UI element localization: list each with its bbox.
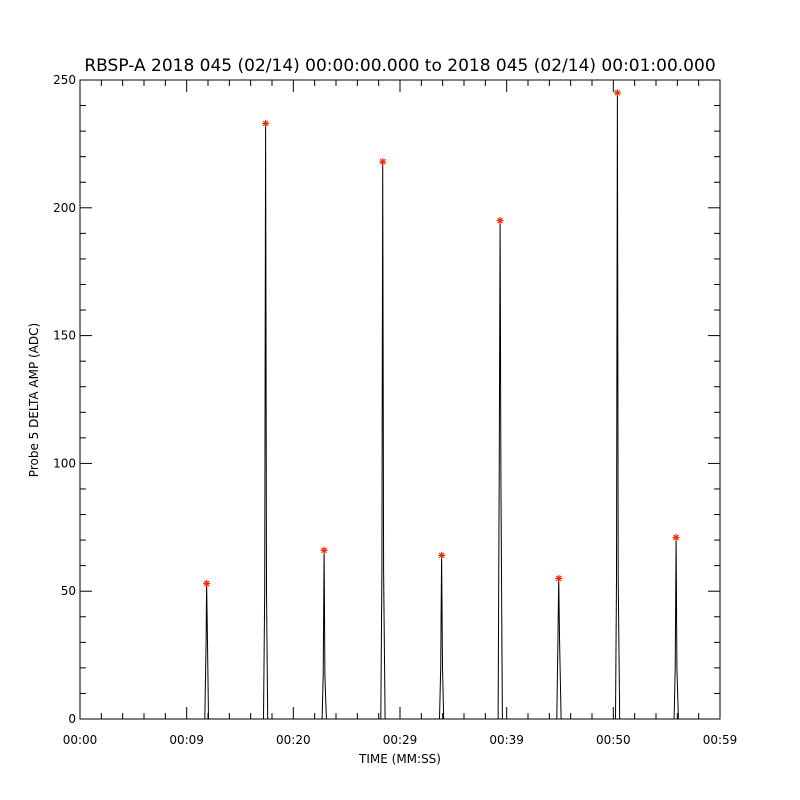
peak-marker [203, 580, 211, 588]
y-tick-label: 150 [53, 329, 76, 343]
peak-marker [262, 119, 270, 127]
y-tick-label: 0 [68, 712, 76, 726]
y-tick-label: 250 [53, 73, 76, 87]
x-tick-label: 00:20 [276, 733, 311, 747]
x-tick-label: 00:09 [169, 733, 204, 747]
chart-title: RBSP-A 2018 045 (02/14) 00:00:00.000 to … [84, 56, 715, 76]
peak-marker [438, 551, 446, 559]
y-tick-label: 200 [53, 201, 76, 215]
x-axis-title: TIME (MM:SS) [358, 752, 441, 766]
peak-marker [379, 158, 387, 166]
x-tick-label: 00:39 [489, 733, 524, 747]
x-tick-label: 00:59 [703, 733, 738, 747]
series-trace [80, 92, 720, 720]
y-axis-title: Probe 5 DELTA AMP (ADC) [27, 323, 41, 477]
x-tick-label: 00:50 [596, 733, 631, 747]
x-tick-label: 00:00 [63, 733, 98, 747]
peak-markers [203, 89, 680, 588]
plot-frame [79, 79, 721, 720]
y-axis: 0 50 100 150 200 250 [53, 73, 720, 726]
peak-marker [320, 546, 328, 554]
y-tick-label: 100 [53, 456, 76, 470]
x-axis: 00:00 00:09 00:20 00:29 00:39 00:50 00:59 [63, 80, 738, 747]
x-tick-label: 00:29 [383, 733, 418, 747]
peak-marker [555, 574, 563, 582]
y-tick-label: 50 [61, 584, 76, 598]
peak-marker [672, 534, 680, 542]
peak-marker [613, 89, 621, 97]
peak-marker [496, 217, 504, 225]
